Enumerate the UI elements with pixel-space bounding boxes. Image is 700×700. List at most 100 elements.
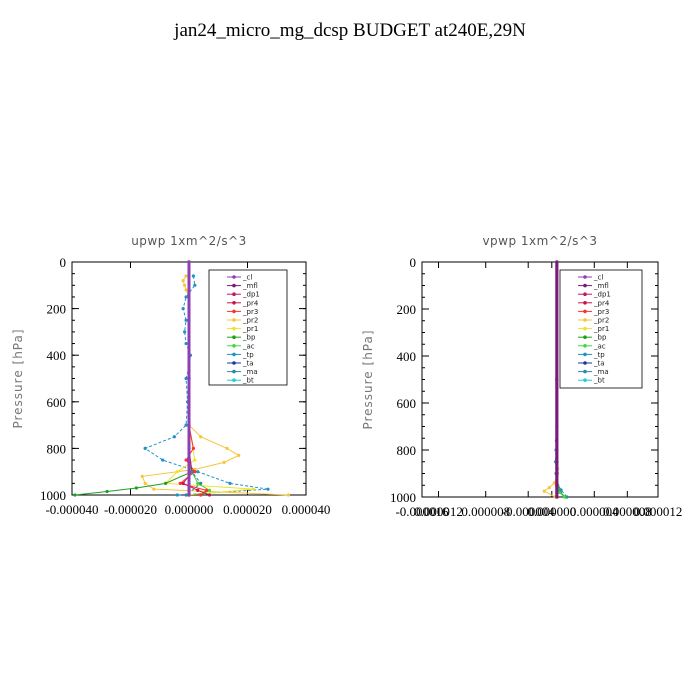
legend-marker bbox=[232, 369, 236, 374]
data-point-tp bbox=[191, 274, 195, 278]
legend-label: _pr1 bbox=[242, 325, 258, 333]
data-point-pr2 bbox=[286, 493, 291, 497]
data-point-pr2 bbox=[199, 435, 203, 439]
legend-marker bbox=[583, 301, 587, 305]
legend-marker bbox=[232, 275, 236, 279]
data-point-pr2 bbox=[184, 288, 188, 292]
y-tick-label: 1000 bbox=[390, 490, 416, 505]
y-tick-label: 600 bbox=[47, 395, 67, 410]
legend-label: _pr3 bbox=[242, 308, 258, 316]
data-point-ac bbox=[207, 488, 212, 492]
data-point-tp bbox=[184, 423, 188, 427]
data-point-pr2 bbox=[552, 481, 556, 485]
legend-marker bbox=[583, 292, 587, 297]
y-tick-label: 800 bbox=[397, 443, 417, 458]
legend-marker bbox=[232, 344, 236, 348]
legend-label: _pr1 bbox=[593, 325, 609, 333]
x-tick-label: 0.000040 bbox=[282, 502, 331, 517]
x-tick-label: -0.000020 bbox=[104, 502, 157, 517]
y-tick-label: 400 bbox=[397, 349, 417, 364]
legend-label: _pr3 bbox=[593, 308, 609, 316]
legend-label: _ac bbox=[593, 342, 606, 350]
x-tick-label: -0.000016 bbox=[395, 504, 449, 519]
legend-label: _dp1 bbox=[593, 291, 611, 299]
legend-marker bbox=[232, 326, 236, 331]
x-tick-label: 0.000008 bbox=[603, 504, 652, 519]
data-point-pr1 bbox=[175, 470, 179, 474]
x-tick-label: 0.000020 bbox=[223, 502, 272, 517]
legend-label: _bt bbox=[242, 377, 254, 385]
data-point-tp bbox=[172, 435, 176, 439]
data-point-pr2 bbox=[181, 279, 185, 283]
legend-marker bbox=[232, 335, 236, 340]
y-tick-label: 200 bbox=[47, 302, 67, 317]
data-point-pr2 bbox=[183, 283, 187, 287]
legend-marker bbox=[583, 275, 587, 279]
data-point-tp bbox=[184, 376, 188, 381]
legend-label: _bt bbox=[593, 377, 605, 385]
y-tick-label: 0 bbox=[410, 255, 417, 270]
legend-marker bbox=[232, 292, 236, 297]
legend-marker bbox=[232, 378, 236, 383]
data-point-bp bbox=[164, 481, 168, 485]
legend-label: _mfl bbox=[242, 282, 258, 290]
data-point-pr3 bbox=[178, 481, 182, 485]
x-tick-label: 0.000012 bbox=[634, 504, 683, 519]
legend-marker bbox=[232, 318, 236, 322]
data-point-pr4 bbox=[196, 488, 200, 492]
data-point-cl bbox=[187, 376, 191, 381]
x-tick-label: -0.000040 bbox=[45, 502, 98, 517]
x-tick-label: 0.000000 bbox=[165, 502, 214, 517]
legend-label: _cl bbox=[242, 274, 252, 282]
figure-title: jan24_micro_mg_dcsp BUDGET at240E,29N bbox=[174, 20, 526, 41]
data-point-tp bbox=[161, 458, 165, 462]
y-tick-label: 600 bbox=[397, 396, 417, 411]
data-point-pr2 bbox=[222, 460, 226, 464]
legend-marker bbox=[583, 283, 587, 288]
panel-vpwp: vpwp 1xm^2/s^3 Pressure [hPa] 0 200 400 600 80… bbox=[361, 234, 682, 519]
data-point-bp bbox=[105, 489, 109, 494]
legend-label: _ma bbox=[242, 368, 258, 376]
legend-box bbox=[559, 269, 643, 389]
data-point-bp bbox=[134, 486, 138, 490]
data-point-tp bbox=[193, 283, 197, 287]
data-point-ac bbox=[557, 490, 561, 494]
data-point-cl bbox=[187, 493, 191, 497]
data-point-tp bbox=[266, 487, 270, 491]
data-point-mfl bbox=[555, 495, 559, 499]
legend-label: _tp bbox=[242, 351, 254, 359]
data-point-pr2 bbox=[143, 481, 147, 485]
x-tick-label: 0.000004 bbox=[570, 504, 619, 519]
data-point-pr2 bbox=[140, 474, 144, 478]
legend-marker bbox=[583, 344, 587, 348]
data-point-ac bbox=[562, 495, 567, 499]
data-point-pr2 bbox=[152, 487, 156, 491]
data-point-tp bbox=[183, 330, 187, 334]
data-point-pr3 bbox=[184, 458, 188, 462]
data-point-pr2 bbox=[184, 274, 188, 278]
data-point-pr3 bbox=[193, 470, 197, 474]
x-tick-label: 0.000008 bbox=[461, 504, 510, 519]
legend-label: _pr4 bbox=[593, 299, 610, 307]
y-tick-label: 200 bbox=[397, 302, 417, 317]
legend-marker bbox=[583, 318, 587, 322]
data-point-pr2 bbox=[225, 446, 229, 450]
legend-marker bbox=[583, 309, 587, 314]
panel-title: upwp 1xm^2/s^3 bbox=[131, 234, 247, 248]
legend-marker bbox=[232, 301, 236, 305]
legend-label: _tp bbox=[593, 351, 605, 359]
data-point-pr3 bbox=[199, 493, 203, 497]
data-point-ma bbox=[199, 481, 203, 485]
data-point-mfl bbox=[555, 377, 559, 382]
data-point-ma bbox=[184, 493, 188, 497]
data-point-pr2 bbox=[237, 453, 241, 457]
y-tick-label: 800 bbox=[47, 441, 67, 456]
y-tick-label: 0 bbox=[60, 255, 67, 270]
data-point-mfl bbox=[555, 260, 559, 264]
legend-label: _ma bbox=[593, 368, 609, 376]
data-point-tp bbox=[184, 295, 188, 299]
x-tick-label: 0.000012 bbox=[414, 504, 463, 519]
legend-label: _bp bbox=[242, 334, 256, 342]
data-point-tp bbox=[181, 307, 185, 311]
data-point-tp bbox=[184, 318, 188, 322]
